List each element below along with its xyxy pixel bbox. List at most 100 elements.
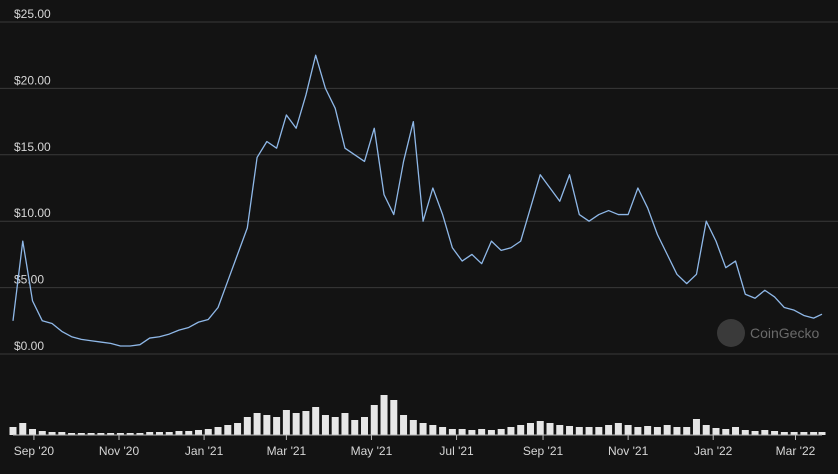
volume-bar xyxy=(409,420,417,435)
volume-bar xyxy=(634,427,642,435)
volume-bar xyxy=(546,423,554,435)
volume-bar xyxy=(468,430,476,435)
volume-bar xyxy=(204,429,212,435)
volume-bar xyxy=(771,431,779,435)
volume-bar xyxy=(497,429,505,435)
volume-bar xyxy=(214,427,222,435)
volume-bar xyxy=(9,427,17,435)
volume-bar xyxy=(116,433,124,435)
y-tick-label: $20.00 xyxy=(14,73,51,87)
y-tick-label: $25.00 xyxy=(14,7,51,21)
volume-bar xyxy=(653,427,661,435)
volume-bar xyxy=(448,429,456,435)
volume-bar xyxy=(526,423,534,435)
volume-bar xyxy=(790,432,798,435)
volume-bar xyxy=(556,425,564,435)
volume-bar xyxy=(692,419,700,435)
watermark-text: CoinGecko xyxy=(750,325,819,341)
volume-bar xyxy=(273,417,281,435)
volume-bar xyxy=(761,430,769,435)
volume-bar xyxy=(390,400,398,435)
volume-bar xyxy=(614,423,622,435)
watermark-logo xyxy=(717,319,745,347)
volume-bar xyxy=(439,427,447,435)
volume-bar xyxy=(624,425,632,435)
volume-bar xyxy=(312,407,320,435)
volume-bar xyxy=(263,415,271,435)
volume-bar xyxy=(644,426,652,435)
volume-bar xyxy=(360,417,368,435)
volume-bar xyxy=(321,415,329,435)
volume-bar xyxy=(683,427,691,435)
volume-bar xyxy=(712,428,720,435)
volume-bar xyxy=(253,413,261,435)
volume-bar xyxy=(507,427,515,435)
x-tick-label: Jul '21 xyxy=(439,444,474,458)
watermark: CoinGecko xyxy=(717,319,819,347)
volume-bar xyxy=(38,431,46,435)
volume-bar xyxy=(400,415,408,435)
volume-bar xyxy=(19,423,27,435)
volume-bar xyxy=(810,432,818,435)
volume-bar xyxy=(87,433,95,435)
x-tick-label: Nov '21 xyxy=(608,444,649,458)
volume-bar xyxy=(97,433,105,435)
volume-bar xyxy=(517,425,525,435)
volume-bar xyxy=(380,395,388,435)
volume-bar xyxy=(575,427,583,435)
volume-bars xyxy=(9,395,826,435)
volume-bar xyxy=(58,432,66,435)
volume-bar xyxy=(370,405,378,435)
grid xyxy=(0,21,838,355)
volume-bar xyxy=(165,432,173,435)
volume-bar xyxy=(29,429,37,435)
volume-bar xyxy=(429,425,437,435)
volume-bar xyxy=(351,420,359,435)
volume-bar xyxy=(663,425,671,435)
volume-bar xyxy=(419,423,427,435)
volume-bar xyxy=(722,429,730,435)
volume-bar xyxy=(478,429,486,435)
x-tick-label: Mar '22 xyxy=(776,444,816,458)
volume-bar xyxy=(331,417,339,435)
volume-bar xyxy=(107,433,115,435)
x-tick-label: Sep '20 xyxy=(14,444,55,458)
volume-bar xyxy=(224,425,232,435)
volume-bar xyxy=(732,427,740,435)
volume-bar xyxy=(536,421,544,435)
volume-bar xyxy=(243,417,251,435)
volume-bar xyxy=(800,432,808,435)
volume-bar xyxy=(185,431,193,435)
volume-bar xyxy=(341,413,349,435)
y-tick-label: $0.00 xyxy=(14,339,44,353)
x-tick-label: Mar '21 xyxy=(267,444,307,458)
volume-bar xyxy=(585,427,593,435)
volume-bar xyxy=(234,423,242,435)
volume-bar xyxy=(302,411,310,435)
volume-bar xyxy=(146,432,154,435)
y-tick-label: $15.00 xyxy=(14,140,51,154)
x-tick-label: Nov '20 xyxy=(99,444,140,458)
volume-bar xyxy=(136,433,144,435)
x-tick-label: May '21 xyxy=(351,444,393,458)
volume-bar xyxy=(292,413,300,435)
volume-bar xyxy=(702,425,710,435)
x-tick-label: Jan '21 xyxy=(185,444,224,458)
volume-bar xyxy=(780,432,788,435)
volume-bar xyxy=(155,432,163,435)
volume-bar xyxy=(595,427,603,435)
x-tick-label: Jan '22 xyxy=(694,444,733,458)
volume-bar xyxy=(48,432,56,435)
volume-bar xyxy=(77,433,85,435)
volume-bar xyxy=(487,430,495,435)
x-tick-label: Sep '21 xyxy=(523,444,564,458)
volume-bar xyxy=(126,433,134,435)
price-line xyxy=(12,54,823,347)
y-tick-label: $10.00 xyxy=(14,206,51,220)
volume-bar xyxy=(818,432,826,435)
volume-bar xyxy=(282,410,290,435)
volume-bar xyxy=(741,430,749,435)
